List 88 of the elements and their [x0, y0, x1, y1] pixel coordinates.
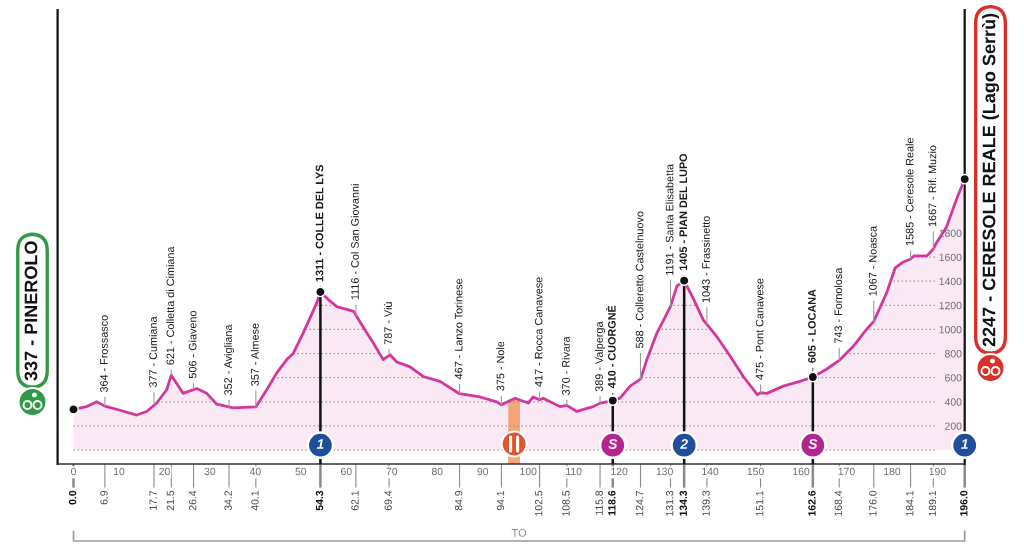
annotation: S [808, 439, 818, 449]
x-tick-label: 170 [838, 467, 855, 476]
x2-tick-label: 54.3 [315, 490, 324, 511]
annotation: 370 - Rivara [561, 336, 570, 395]
annotation: 364 - Frossasco [100, 315, 108, 393]
x-tick-label: 20 [159, 467, 170, 476]
annotation: 506 - Giaveno [188, 310, 197, 379]
x-tick-label: 110 [566, 467, 582, 476]
text: TO [511, 528, 527, 537]
y-tick-label: 200 [945, 422, 962, 430]
x-tick-label: 100 [520, 467, 537, 476]
x2-tick-label: 189.1 [928, 490, 937, 516]
x-tick-label: 120 [611, 467, 628, 476]
x2-tick-label: 124.7 [635, 490, 644, 516]
annotation: 410 - CUORGNÈ [605, 305, 616, 389]
x2-tick-label: 21.5 [166, 490, 175, 511]
x2-tick-label: 62.1 [351, 490, 359, 511]
x2-tick-label: 84.9 [454, 490, 463, 511]
annotation: 1405 - PIAN DEL LUPO [679, 153, 688, 270]
x-tick-label: 180 [884, 467, 901, 476]
x2-tick-label: 40.1 [251, 490, 259, 511]
x-tick-label: 70 [386, 467, 398, 476]
annotation: 605 - LOCANA [808, 289, 816, 363]
annotation: 417 - Rocca Canavese [534, 277, 543, 387]
x2-tick-label: 134.3 [679, 490, 687, 516]
x2-tick-label: 184.1 [906, 490, 914, 516]
annotation: 375 - Nole [496, 341, 505, 391]
x2-tick-label: 115.8 [595, 490, 603, 515]
x2-tick-label: 102.5 [534, 490, 543, 516]
text: 337 - PINEROLO [24, 241, 38, 381]
x2-tick-label: 118.6 [608, 490, 616, 516]
x-tick-label: 160 [793, 467, 810, 476]
y-tick-label: 800 [945, 350, 962, 358]
annotation: 588 - Colleretto Castelnuovo [635, 211, 644, 348]
x-tick-label: 40 [249, 467, 261, 476]
x-tick-label: 10 [113, 467, 125, 476]
x2-tick-label: 131.3 [665, 490, 674, 516]
x-tick-label: 90 [477, 467, 489, 476]
y-tick-label: 400 [944, 398, 962, 406]
y-tick-label: 1000 [939, 325, 962, 334]
x2-tick-label: 69.4 [384, 490, 392, 511]
annotation: 467 - Lanzo Torinese [454, 278, 463, 380]
annotation: 1 [961, 439, 968, 449]
x2-tick-label: 176.0 [869, 490, 877, 516]
x-tick-label: 30 [204, 467, 216, 476]
annotation: 1116 - Col San Giovanni [350, 184, 359, 300]
x2-tick-label: 162.6 [808, 490, 816, 516]
annotation: 1585 - Ceresole Reale [905, 138, 914, 246]
x2-tick-label: 168.4 [834, 490, 842, 516]
x-tick-label: 80 [431, 467, 443, 476]
x2-tick-label: 6.9 [100, 490, 108, 505]
annotation: 1191 - Santa Elisabetta [665, 163, 674, 275]
x-tick-label: 150 [747, 467, 764, 476]
text: 2247 - CERESOLE REALE (Lago Serrù) [981, 13, 1000, 347]
x2-tick-label: 151.1 [756, 490, 764, 516]
x-tick-label: 130 [656, 467, 673, 476]
annotation: 377 - Cumiana [148, 316, 157, 388]
x-tick-label: 140 [702, 467, 719, 476]
x2-tick-label: 196.0 [960, 490, 968, 516]
annotation: 743 - Fornolosa [834, 267, 843, 344]
x-tick-label: 50 [295, 467, 307, 476]
x2-tick-label: 17.7 [149, 490, 157, 510]
x2-tick-label: 26.4 [188, 490, 197, 511]
y-tick-label: 1200 [939, 301, 962, 310]
y-tick-label: 600 [945, 374, 962, 382]
annotation: 2 [680, 439, 688, 449]
annotation: 475 - Pont Canavese [755, 278, 764, 380]
y-tick-label: 1600 [939, 253, 962, 262]
annotation: 352 - Avigliana [223, 324, 235, 395]
annotation: 787 - Viù [383, 302, 392, 345]
x-tick-label: 190 [929, 467, 946, 476]
annotation: 1067 - Noasca [869, 225, 877, 296]
annotation: 1667 - Rif. Muzio [928, 145, 937, 227]
x2-tick-label: 34.2 [224, 490, 232, 511]
x2-tick-label: 139.3 [702, 490, 710, 516]
annotation: 357 - Almese [250, 323, 259, 386]
x-tick-label: 0 [71, 467, 76, 476]
annotation: S [608, 439, 618, 449]
y-tick-label: 1400 [939, 277, 962, 286]
x2-tick-label: 0.0 [68, 490, 77, 505]
annotation: 389 - Valperga [594, 321, 606, 392]
annotation: 1043 - Frassinetto [701, 216, 710, 303]
x2-tick-label: 94.1 [496, 490, 505, 511]
annotation: 1311 - COLLE DEL LYS [315, 164, 324, 282]
x-tick-label: 60 [341, 467, 352, 476]
annotation: 1 [316, 439, 324, 449]
x2-tick-label: 108.5 [562, 490, 570, 516]
annotation: 621 - Colletta di Cimiana [166, 246, 175, 365]
